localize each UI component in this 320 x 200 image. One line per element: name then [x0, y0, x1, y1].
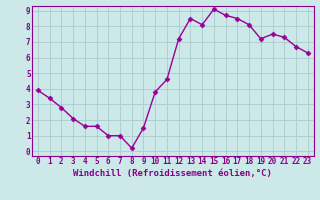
- X-axis label: Windchill (Refroidissement éolien,°C): Windchill (Refroidissement éolien,°C): [73, 169, 272, 178]
